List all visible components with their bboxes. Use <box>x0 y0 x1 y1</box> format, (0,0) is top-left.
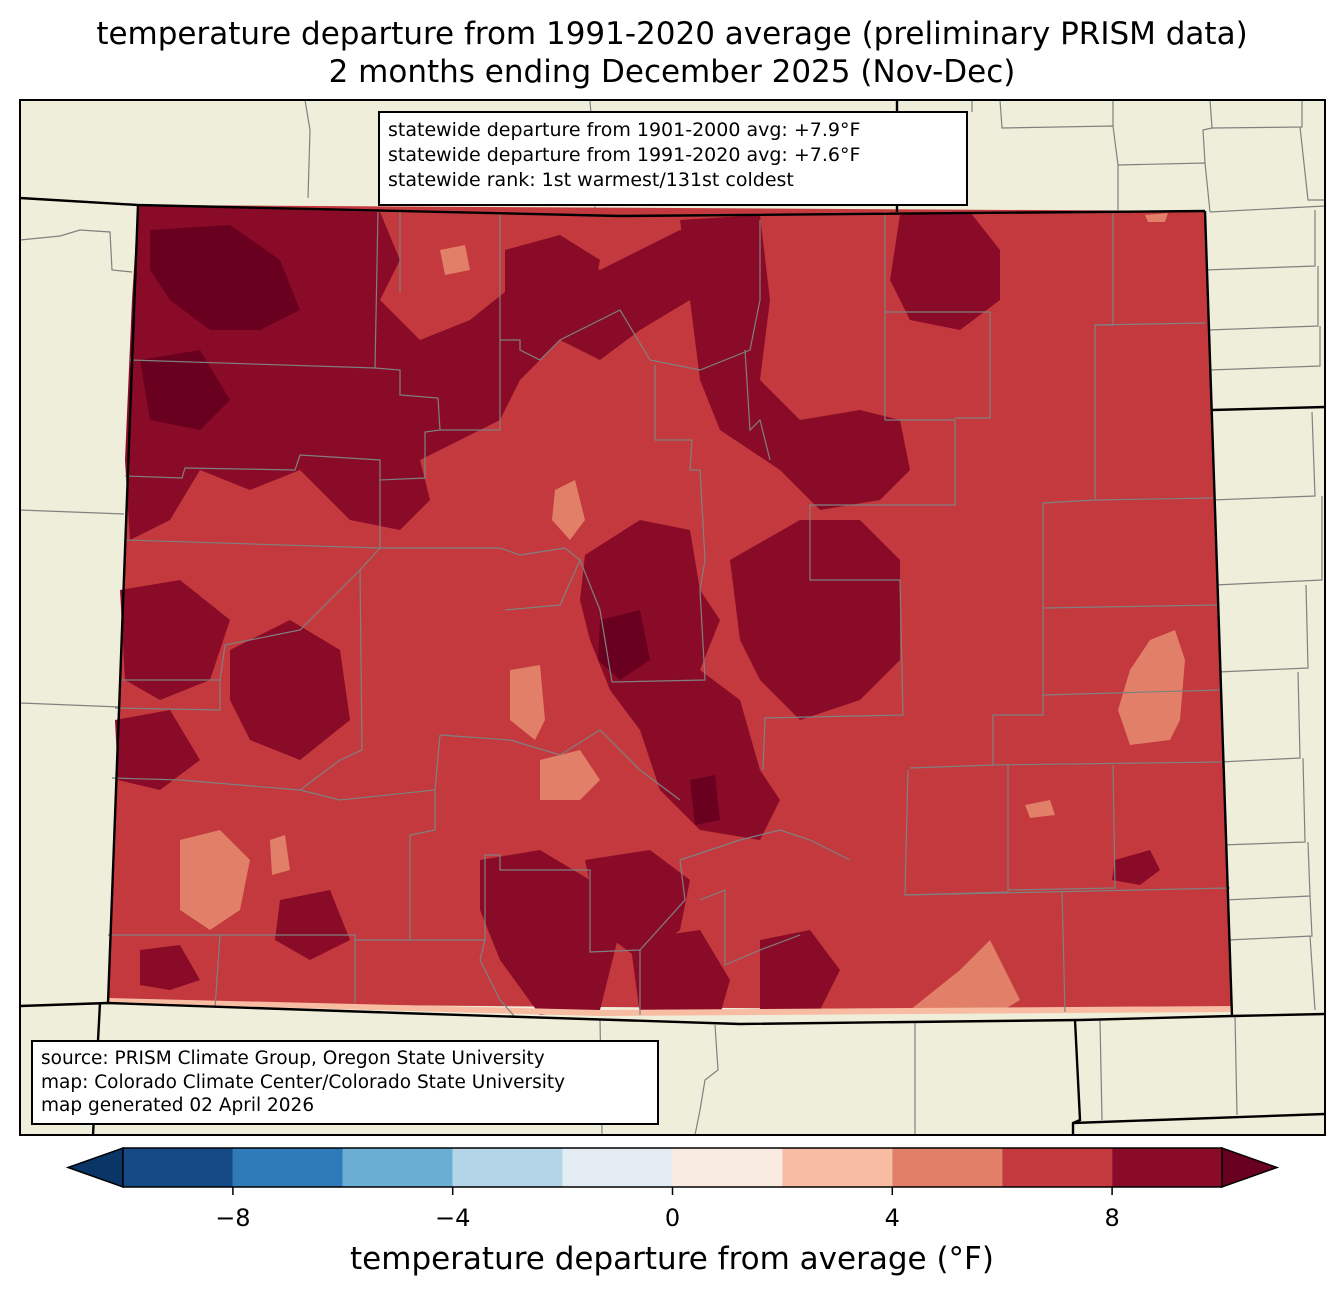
map-title-line2: 2 months ending December 2025 (Nov-Dec) <box>328 54 1016 90</box>
anomaly-2-to-4-edge <box>108 998 1232 1016</box>
colorbar-bin-1 <box>232 1148 343 1187</box>
colorbar-bin-0 <box>123 1148 233 1187</box>
colorbar-bin-5 <box>672 1148 783 1187</box>
colorbar-under-arrow <box>65 1146 124 1189</box>
colorbar-label: temperature departure from average (°F) <box>350 1241 994 1277</box>
colorbar-bin-7 <box>892 1148 1003 1187</box>
colorbar-bin-3 <box>452 1148 563 1187</box>
map-frame <box>19 99 1326 1136</box>
stats-1991-2020-departure: statewide departure from 1991-2020 avg: … <box>388 144 861 166</box>
colorbar-bin-4 <box>562 1148 673 1187</box>
colorbar <box>65 1146 1280 1195</box>
anomaly-4-to-6-regions <box>180 213 1185 1012</box>
colorbar-bin-8 <box>1002 1148 1113 1187</box>
source-credit: source: PRISM Climate Group, Oregon Stat… <box>41 1048 545 1069</box>
map-title-line1: temperature departure from 1991-2020 ave… <box>96 16 1248 52</box>
colorbar-over-arrow <box>1221 1146 1280 1189</box>
generated-date: map generated 02 April 2026 <box>41 1095 315 1116</box>
colorbar-tick-label: −8 <box>215 1204 251 1232</box>
colorbar-tick-label: 8 <box>1104 1204 1120 1232</box>
colorbar-bin-2 <box>342 1148 453 1187</box>
colorbar-tick-label: −4 <box>434 1204 471 1232</box>
statewide-stats-box: statewide departure from 1901-2000 avg: … <box>378 111 968 206</box>
stats-1901-2000-departure: statewide departure from 1901-2000 avg: … <box>388 119 861 141</box>
colorado-county-lines <box>108 211 1231 1018</box>
neighbor-county-lines <box>19 99 1326 1136</box>
colorbar-tick-label: 4 <box>884 1204 900 1232</box>
anomaly-over-10-regions <box>140 225 720 825</box>
map-credit: map: Colorado Climate Center/Colorado St… <box>41 1071 566 1093</box>
colorbar-tick-label: 0 <box>664 1204 681 1232</box>
colorbar-bin-6 <box>782 1148 893 1187</box>
stats-rank: statewide rank: 1st warmest/131st coldes… <box>388 169 794 191</box>
colorbar-bin-9 <box>1112 1148 1222 1187</box>
source-box: source: PRISM Climate Group, Oregon Stat… <box>31 1040 659 1125</box>
